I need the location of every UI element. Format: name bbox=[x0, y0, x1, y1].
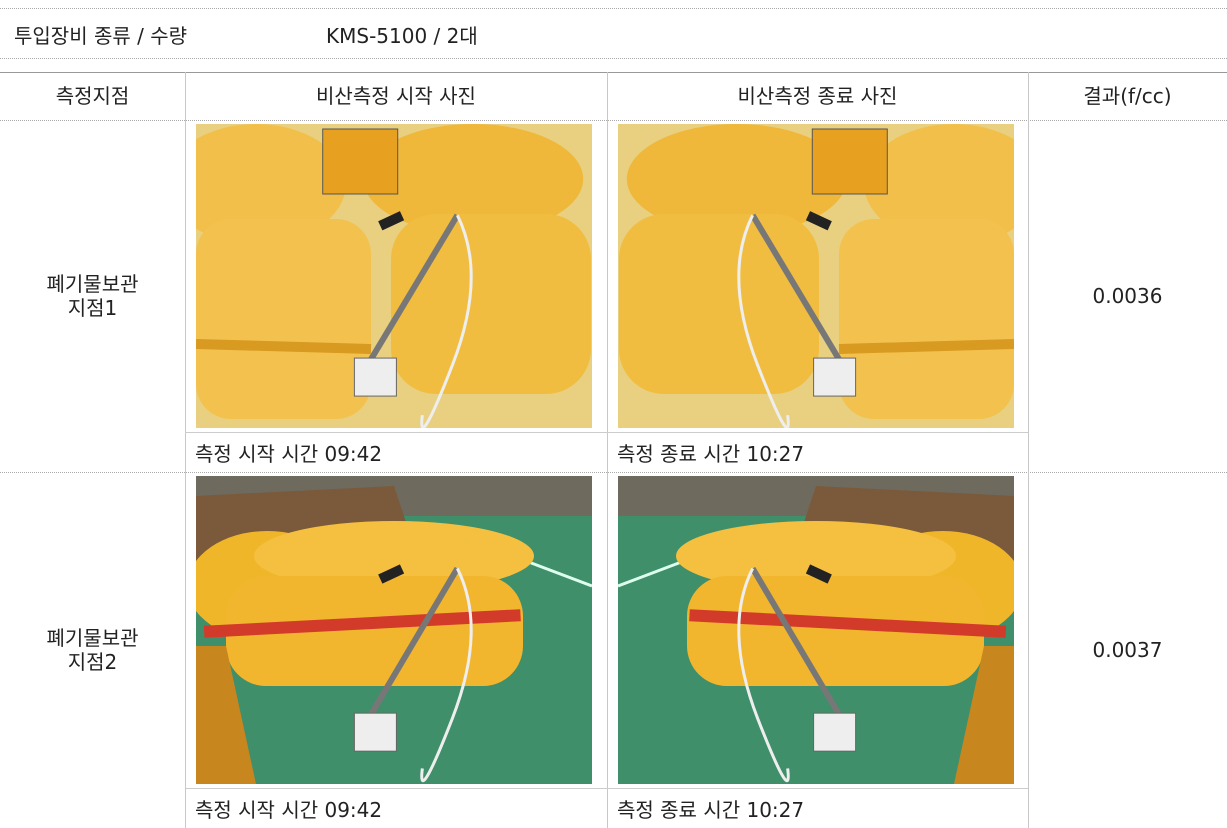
result-value: 0.0036 bbox=[1092, 284, 1163, 308]
scene bbox=[196, 124, 592, 428]
rule bbox=[0, 8, 1227, 9]
bag bbox=[626, 124, 847, 234]
site-cell: 폐기물보관 지점1 bbox=[0, 120, 185, 472]
bag bbox=[391, 214, 591, 394]
column-border bbox=[607, 72, 608, 828]
bag bbox=[196, 219, 371, 419]
bag bbox=[363, 124, 584, 234]
tube bbox=[737, 214, 790, 428]
rule bbox=[0, 58, 1227, 59]
column-border bbox=[185, 72, 186, 828]
tube bbox=[420, 567, 473, 783]
sampler-pole bbox=[363, 566, 460, 724]
site-name-line: 지점1 bbox=[67, 296, 118, 320]
sampler-pole bbox=[363, 213, 460, 369]
bag bbox=[687, 576, 984, 686]
photo-caption: 측정 시작 시간 09:42 bbox=[185, 788, 607, 828]
equipment-label: 투입장비 종류 / 수량 bbox=[14, 24, 188, 48]
sampler-pole bbox=[750, 213, 847, 369]
board bbox=[196, 646, 256, 784]
column-header: 측정지점 bbox=[55, 84, 130, 108]
scene bbox=[618, 476, 1014, 784]
scene bbox=[618, 124, 1014, 428]
bag bbox=[619, 214, 819, 394]
photo bbox=[196, 476, 592, 784]
photo-caption: 측정 종료 시간 10:27 bbox=[607, 432, 1028, 472]
header-border bbox=[0, 120, 1227, 121]
column-header: 결과(f/cc) bbox=[1083, 84, 1172, 108]
result-value: 0.0037 bbox=[1092, 638, 1163, 662]
bag bbox=[864, 124, 1014, 244]
pump bbox=[813, 357, 857, 397]
pump bbox=[813, 712, 857, 752]
tape bbox=[196, 339, 372, 354]
row-border bbox=[0, 472, 1227, 473]
photo bbox=[196, 124, 592, 428]
table-border bbox=[0, 72, 1227, 73]
pump bbox=[353, 712, 397, 752]
photo-caption: 측정 종료 시간 10:27 bbox=[607, 788, 1028, 828]
column-border bbox=[1028, 72, 1029, 828]
sign bbox=[811, 128, 888, 195]
tape bbox=[838, 339, 1014, 354]
site-name-line: 폐기물보관 bbox=[46, 626, 139, 650]
tube bbox=[737, 567, 790, 783]
bag bbox=[226, 576, 523, 686]
bag bbox=[196, 124, 346, 244]
scene bbox=[196, 476, 592, 784]
sign bbox=[322, 128, 399, 195]
site-cell: 폐기물보관 지점2 bbox=[0, 472, 185, 828]
nozzle bbox=[378, 564, 405, 584]
tube bbox=[420, 214, 473, 428]
pump bbox=[353, 357, 397, 397]
column-header: 비산측정 시작 사진 bbox=[316, 84, 476, 108]
nozzle bbox=[805, 211, 832, 231]
nozzle bbox=[805, 564, 832, 584]
photo-caption: 측정 시작 시간 09:42 bbox=[185, 432, 607, 472]
column-header: 비산측정 종료 사진 bbox=[737, 84, 898, 108]
photo bbox=[618, 124, 1014, 428]
bag bbox=[676, 521, 956, 591]
board bbox=[954, 646, 1014, 784]
nozzle bbox=[378, 211, 405, 231]
site-name-line: 폐기물보관 bbox=[46, 272, 139, 296]
site-name-line: 지점2 bbox=[67, 650, 118, 674]
bag bbox=[254, 521, 534, 591]
equipment-value: KMS-5100 / 2대 bbox=[326, 24, 478, 48]
photo bbox=[618, 476, 1014, 784]
tape bbox=[203, 609, 521, 638]
bag bbox=[839, 219, 1014, 419]
sampler-pole bbox=[750, 566, 847, 724]
tape bbox=[689, 609, 1007, 638]
